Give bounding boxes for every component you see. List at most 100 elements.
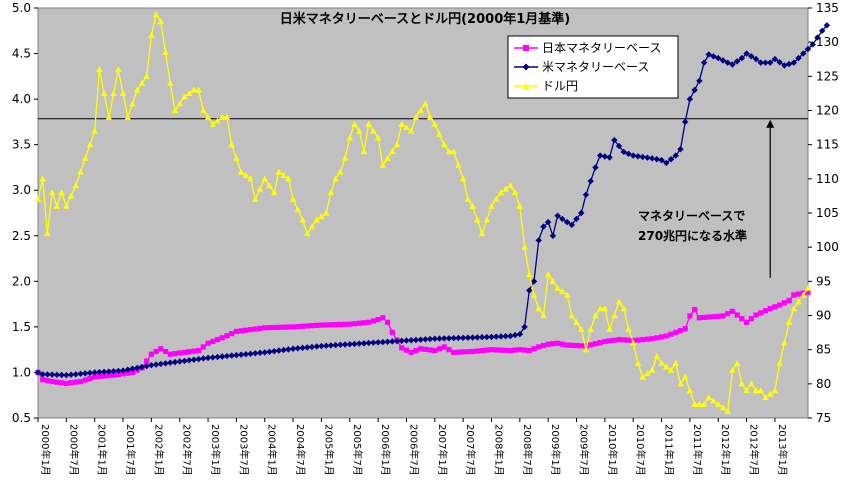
- data-point-usdjpy: [304, 230, 311, 237]
- data-point-us: [398, 337, 405, 345]
- data-point-usdjpy: [663, 363, 670, 370]
- data-point-us: [544, 218, 552, 226]
- data-point-japan: [295, 323, 301, 330]
- data-point-us: [337, 341, 344, 349]
- data-point-japan: [200, 344, 206, 350]
- data-point-japan: [460, 349, 466, 355]
- data-point-usdjpy: [729, 366, 736, 373]
- data-point-japan: [540, 342, 547, 349]
- data-point-us: [771, 55, 779, 63]
- data-point-us: [115, 367, 122, 375]
- data-point-usdjpy: [110, 90, 117, 97]
- data-point-japan: [606, 338, 613, 344]
- data-point-japan: [805, 289, 811, 295]
- data-point-usdjpy: [733, 359, 741, 366]
- data-point-us: [630, 152, 637, 159]
- data-point-usdjpy: [134, 86, 141, 93]
- data-point-japan: [205, 340, 211, 346]
- data-point-japan: [44, 378, 51, 384]
- data-point-us: [360, 340, 368, 347]
- data-point-usdjpy: [237, 168, 245, 175]
- data-point-us: [86, 369, 94, 377]
- data-point-japan: [214, 337, 221, 343]
- data-point-japan: [654, 335, 660, 341]
- data-point-us: [138, 363, 146, 371]
- data-point-us: [280, 346, 287, 354]
- data-point-us: [167, 359, 174, 366]
- data-point-usdjpy: [681, 373, 689, 380]
- data-point-us: [526, 287, 533, 294]
- data-point-usdjpy: [200, 107, 207, 114]
- data-point-usdjpy: [308, 223, 316, 230]
- data-point-usdjpy: [535, 305, 542, 312]
- data-point-japan: [233, 328, 240, 335]
- data-point-japan: [635, 337, 641, 343]
- data-point-usdjpy: [152, 11, 160, 18]
- data-point-usdjpy: [445, 148, 453, 155]
- data-point-us: [426, 335, 434, 343]
- data-point-usdjpy: [800, 291, 807, 298]
- y-left-tick-label: 5.0: [12, 1, 31, 15]
- data-point-us: [384, 338, 391, 345]
- data-point-usdjpy: [393, 141, 401, 148]
- data-point-usdjpy: [256, 185, 264, 192]
- data-point-usdjpy: [313, 216, 320, 223]
- data-point-japan: [380, 315, 386, 321]
- data-point-usdjpy: [776, 359, 783, 366]
- data-point-usdjpy: [771, 387, 779, 394]
- data-point-usdjpy: [785, 318, 793, 325]
- data-point-us: [417, 336, 424, 343]
- data-point-japan: [729, 308, 736, 314]
- data-point-us: [686, 95, 694, 103]
- x-tick-label: 2006年7月: [407, 424, 420, 476]
- data-point-us: [412, 336, 420, 344]
- data-point-japan: [786, 297, 792, 304]
- data-point-japan: [668, 331, 674, 337]
- data-point-japan: [257, 325, 263, 332]
- y-right-tick-label: 85: [816, 343, 831, 357]
- data-point-usdjpy: [493, 195, 500, 202]
- x-tick-label: 2007年7月: [464, 424, 477, 476]
- data-point-usdjpy: [294, 206, 302, 213]
- data-point-us: [478, 334, 486, 341]
- data-point-usdjpy: [181, 93, 188, 100]
- data-point-japan: [403, 347, 410, 353]
- data-point-usdjpy: [337, 168, 344, 175]
- data-point-japan: [767, 306, 773, 312]
- data-point-usdjpy: [157, 18, 165, 25]
- data-point-us: [582, 191, 590, 198]
- data-point-japan: [351, 321, 358, 327]
- data-point-usdjpy: [346, 134, 353, 141]
- data-point-japan: [389, 329, 395, 335]
- data-point-japan: [271, 324, 277, 331]
- data-point-japan: [545, 341, 551, 347]
- data-point-us: [497, 333, 505, 340]
- data-point-usdjpy: [554, 284, 561, 291]
- data-point-us: [91, 369, 98, 376]
- data-point-japan: [762, 308, 769, 314]
- data-point-us: [308, 343, 316, 351]
- data-point-us: [247, 350, 254, 357]
- data-point-usdjpy: [743, 387, 750, 394]
- data-point-japan: [384, 319, 391, 325]
- data-point-usdjpy: [299, 216, 306, 223]
- data-point-us: [327, 342, 335, 349]
- data-point-japan: [399, 345, 405, 351]
- data-point-usdjpy: [596, 305, 604, 312]
- data-point-us: [219, 353, 226, 360]
- data-point-us: [304, 344, 311, 351]
- data-point-usdjpy: [795, 298, 802, 305]
- data-point-usdjpy: [488, 202, 495, 209]
- data-point-japan: [795, 291, 802, 297]
- data-point-japan: [290, 324, 296, 330]
- data-point-us: [237, 351, 245, 358]
- data-point-japan: [252, 326, 258, 332]
- data-point-japan: [743, 319, 750, 325]
- data-point-usdjpy: [700, 400, 708, 407]
- data-point-usdjpy: [412, 113, 420, 120]
- data-point-usdjpy: [72, 182, 79, 189]
- data-point-usdjpy: [327, 189, 335, 196]
- y-right-tick-label: 120: [816, 104, 839, 118]
